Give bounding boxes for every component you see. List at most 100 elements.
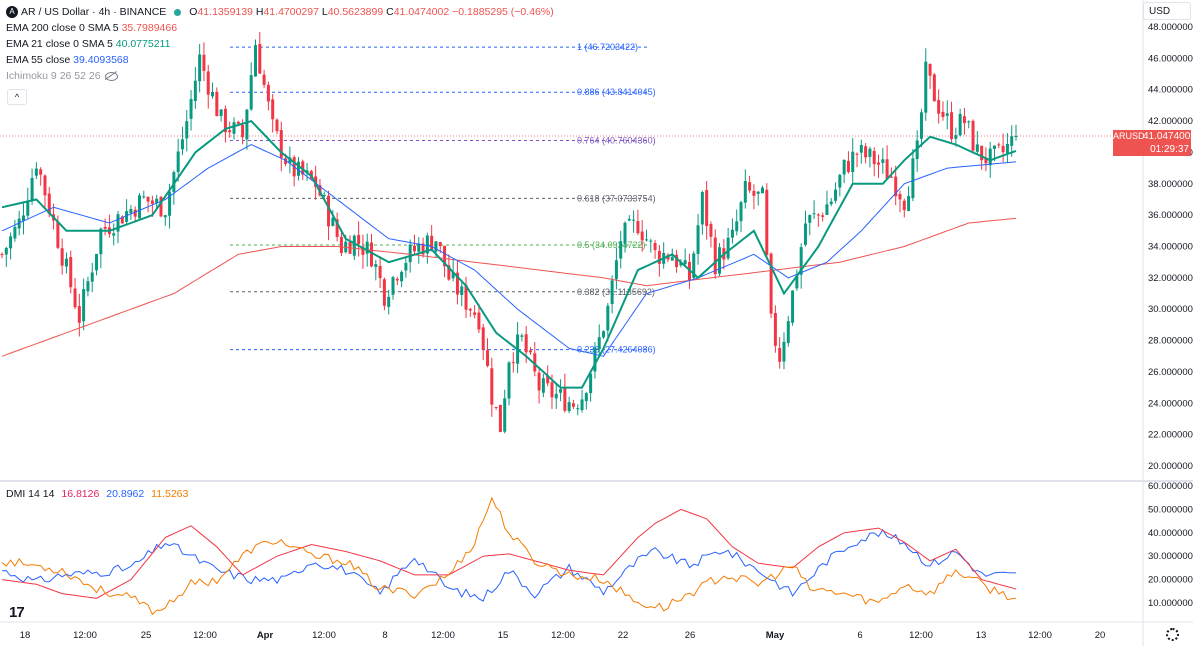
candle-body [898,194,902,200]
candle-body [120,216,124,224]
tradingview-logo[interactable]: 17 [9,604,25,621]
candle-body [481,327,485,350]
ohlc-close: 41.0474002 [393,6,450,18]
ohlc-low: 40.5623899 [327,6,384,18]
dmi-adx-line [1,496,1017,616]
candle-body [511,362,515,364]
currency-selector[interactable]: USD [1143,2,1191,20]
candle-body [193,80,197,102]
candle-body [739,202,743,222]
price-axis-label: 48.0000000 [1148,22,1193,33]
candle-body [391,277,395,295]
price-axis-label: 38.0000000 [1148,179,1193,190]
candle-body [713,237,717,275]
chart-legend: A AR / US Dollar · 4h · BINANCE O41.135913… [6,4,554,84]
candle-body [520,335,524,337]
candle-body [47,193,51,214]
dmi-adx-value: 11.5263 [151,488,189,500]
candle-body [116,214,120,232]
candle-body [266,84,270,102]
indicator-ichimoku[interactable]: Ichimoku 9 26 52 26 [6,68,554,84]
indicator-label: EMA 200 close 0 SMA 5 [6,22,119,34]
indicator-ema21[interactable]: EMA 21 close 0 SMA 5 40.0775211 [6,36,554,52]
gear-icon[interactable] [1166,628,1179,641]
candle-body [473,312,477,315]
candle-body [417,243,421,252]
candle-body [761,187,764,194]
dmi-axis-label: 20.0000000 [1148,575,1193,586]
candle-body [129,209,133,214]
candle-body [589,373,593,394]
candle-body [408,244,412,263]
price-axis-label: 36.0000000 [1148,210,1193,221]
fib-level-label: 0.236 (27.4264086) [577,345,656,355]
symbol-row[interactable]: A AR / US Dollar · 4h · BINANCE O41.135913… [6,4,554,20]
candle-body [924,61,928,113]
dmi-minus-line [1,508,1017,599]
candle-body [464,284,468,310]
candle-body [864,146,868,158]
candle-body [258,43,262,74]
candle-body [726,237,730,259]
candle-body [584,393,588,402]
dmi-legend[interactable]: DMI 14 14 16.8126 20.8962 11.5263 [6,488,188,500]
candle-body [1005,143,1009,154]
eye-off-icon[interactable] [104,71,118,81]
candle-body [808,215,812,223]
candle-body [99,228,103,255]
candle-body [198,54,202,82]
candle-body [606,305,610,331]
candle-body [567,402,571,412]
candle-body [494,406,498,408]
candle-body [206,71,210,95]
price-axis-label: 32.0000000 [1148,273,1193,284]
time-axis-label: 22 [618,630,629,641]
candle-body [743,180,747,203]
candle-body [859,145,863,153]
candle-body [709,223,713,237]
candle-body [4,247,8,255]
candle-body [610,280,614,305]
indicator-ema55[interactable]: EMA 55 close 39.4093568 [6,52,554,68]
candle-body [980,145,984,161]
candle-body [838,174,842,188]
candle-body [554,393,558,399]
candle-body [851,151,855,173]
candle-body [829,201,833,205]
candle-body [971,120,975,151]
candle-body [352,235,356,256]
candle-body [614,260,618,280]
ema21-line [1,119,1017,389]
candle-body [546,376,550,384]
candle-body [232,122,236,134]
candle-body [279,130,283,158]
candle-body [228,130,232,133]
candle-body [455,272,459,295]
collapse-legend-button[interactable]: ^ [7,89,27,105]
time-axis-label: 26 [685,630,696,641]
candle-body [778,347,782,362]
time-axis-label: 12:00 [431,630,455,641]
candle-body [26,201,30,216]
candle-body [928,63,932,76]
candle-body [438,242,442,247]
candle-body [563,387,567,411]
candle-body [718,247,722,274]
candle-body [580,399,584,411]
candle-body [649,240,653,242]
coin-icon: A [6,6,18,19]
candle-body [700,192,704,225]
indicator-label: EMA 55 close [6,54,71,66]
candle-body [163,215,167,218]
price-axis-label: 20.0000000 [1148,461,1193,472]
candle-body [735,221,739,232]
time-axis-label: 20 [1095,630,1106,641]
fib-level-label: 0.764 (40.7604360) [577,136,656,146]
indicator-value: 40.0775211 [115,38,171,50]
candle-body [842,159,846,175]
candle-body [937,100,941,114]
ohlc-low-key: L [321,6,328,18]
candle-body [211,92,215,97]
indicator-ema200[interactable]: EMA 200 close 0 SMA 5 35.7989466 [6,20,554,36]
